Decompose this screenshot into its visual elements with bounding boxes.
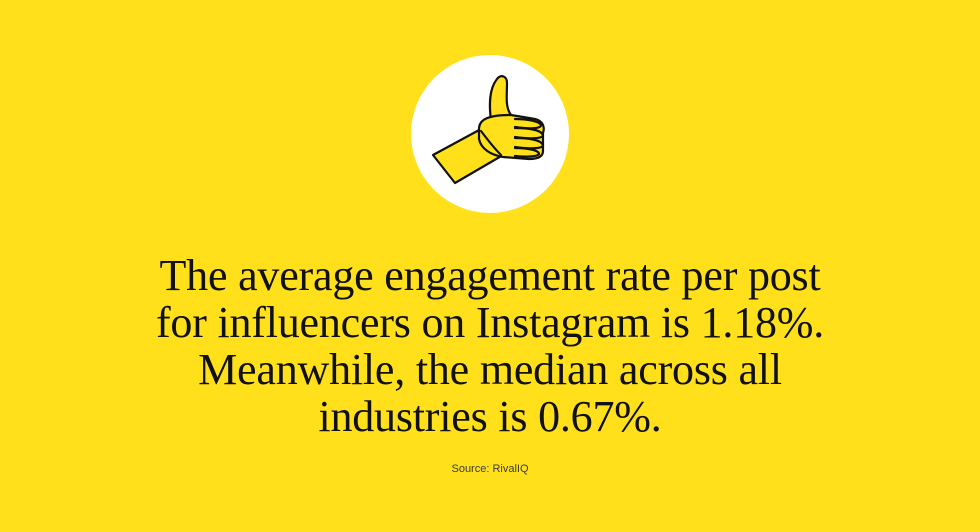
headline-line-3: Meanwhile, the median across all — [198, 345, 782, 394]
headline: The average engagement rate per post for… — [60, 252, 920, 440]
thumbs-up-badge — [411, 55, 569, 213]
thumbs-up-icon — [431, 75, 545, 185]
headline-line-1: The average engagement rate per post — [159, 251, 821, 300]
headline-line-2: for influencers on Instagram is 1.18%. — [155, 298, 825, 347]
source-caption: Source: RivalIQ — [451, 463, 529, 475]
headline-line-4: industries is 0.67%. — [318, 392, 662, 441]
